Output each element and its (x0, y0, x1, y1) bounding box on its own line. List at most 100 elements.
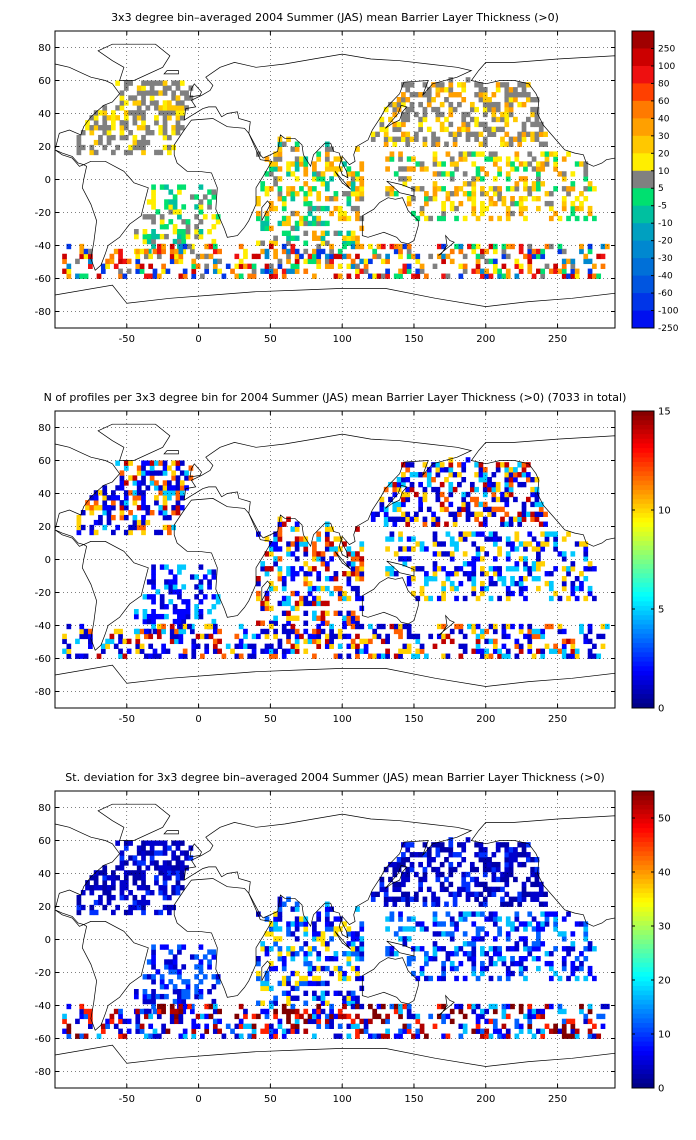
data-cell (324, 926, 330, 932)
data-cell (194, 954, 199, 960)
colorbar-swatch (632, 153, 654, 172)
data-cell (461, 82, 467, 88)
data-cell (540, 911, 546, 917)
x-tick-label: 0 (195, 1094, 201, 1105)
data-cell (208, 1013, 214, 1020)
data-cell (320, 176, 326, 182)
data-cell (128, 904, 133, 911)
data-cell (136, 860, 142, 866)
data-cell (329, 1003, 334, 1010)
data-cell (383, 136, 389, 142)
data-cell (264, 268, 270, 274)
data-cell (557, 215, 563, 222)
data-cell (497, 595, 502, 602)
data-cell (307, 258, 313, 265)
data-cell (422, 111, 428, 118)
data-cell (350, 263, 356, 269)
data-cell (449, 1008, 455, 1015)
data-cell (346, 653, 352, 659)
data-cell (329, 906, 334, 912)
y-tick-label: -20 (35, 588, 51, 599)
data-cell (544, 1003, 550, 1010)
data-cell (324, 196, 330, 202)
data-cell (251, 268, 257, 274)
data-cell (149, 465, 155, 471)
data-cell (98, 870, 103, 876)
data-cell (480, 531, 485, 537)
data-cell (480, 926, 485, 932)
data-cell (536, 166, 541, 172)
data-cell (102, 485, 108, 491)
data-cell (475, 638, 481, 645)
data-cell (83, 1013, 89, 1020)
data-cell (189, 248, 195, 255)
data-cell (149, 470, 155, 476)
data-cell (181, 944, 187, 950)
data-cell (431, 511, 436, 517)
data-cell (113, 643, 119, 649)
colorbar-swatch (632, 188, 654, 207)
data-cell (290, 551, 296, 557)
data-cell (536, 161, 541, 167)
data-cell (204, 1023, 210, 1029)
data-cell (346, 990, 352, 996)
data-cell (505, 633, 511, 640)
data-cell (566, 215, 571, 222)
data-cell (482, 521, 488, 527)
data-cell (583, 541, 589, 547)
data-cell (184, 475, 189, 481)
data-cell (204, 633, 210, 640)
data-cell (492, 623, 498, 630)
data-cell (100, 643, 106, 649)
data-cell (458, 916, 464, 922)
data-cell (491, 886, 497, 893)
data-cell (132, 904, 138, 911)
data-cell (171, 865, 177, 871)
data-cell (286, 248, 291, 255)
data-cells (62, 457, 610, 659)
data-cell (194, 229, 199, 235)
data-cell (517, 82, 523, 88)
data-cell (132, 880, 138, 886)
data-cell (370, 516, 376, 522)
data-cell (316, 220, 322, 227)
data-cell (505, 970, 511, 977)
data-cell (207, 199, 212, 205)
data-cell (530, 516, 535, 522)
data-cell (136, 505, 142, 511)
data-cell (100, 1028, 106, 1034)
data-cell (527, 268, 533, 274)
data-cell (177, 944, 182, 950)
data-cell (256, 215, 261, 222)
data-cell (482, 516, 488, 522)
data-cell (422, 486, 428, 493)
data-cell (324, 620, 330, 626)
data-cell (346, 1000, 352, 1006)
data-cell (181, 989, 187, 995)
data-cell (436, 551, 442, 557)
colorbar-swatch (632, 823, 654, 829)
data-cell (346, 1013, 352, 1020)
data-cell (324, 585, 330, 592)
data-cell (452, 136, 458, 142)
data-cell (286, 896, 291, 902)
data-cell (151, 959, 156, 965)
data-cell (488, 566, 494, 572)
data-cell (211, 604, 217, 610)
data-cell (536, 585, 541, 592)
data-cell (530, 477, 535, 483)
data-cell (435, 486, 441, 493)
data-cell (411, 566, 416, 572)
data-cell (264, 186, 270, 192)
data-cell (448, 501, 454, 508)
data-cell (167, 144, 172, 151)
data-cell (396, 136, 402, 142)
data-cell (462, 916, 468, 922)
data-cell (346, 975, 352, 982)
colorbar-swatch (632, 930, 654, 936)
data-cell (307, 585, 313, 592)
data-cell (154, 909, 159, 916)
data-cell (587, 941, 593, 947)
data-cell (299, 220, 304, 227)
colorbar-swatch (632, 1036, 654, 1042)
